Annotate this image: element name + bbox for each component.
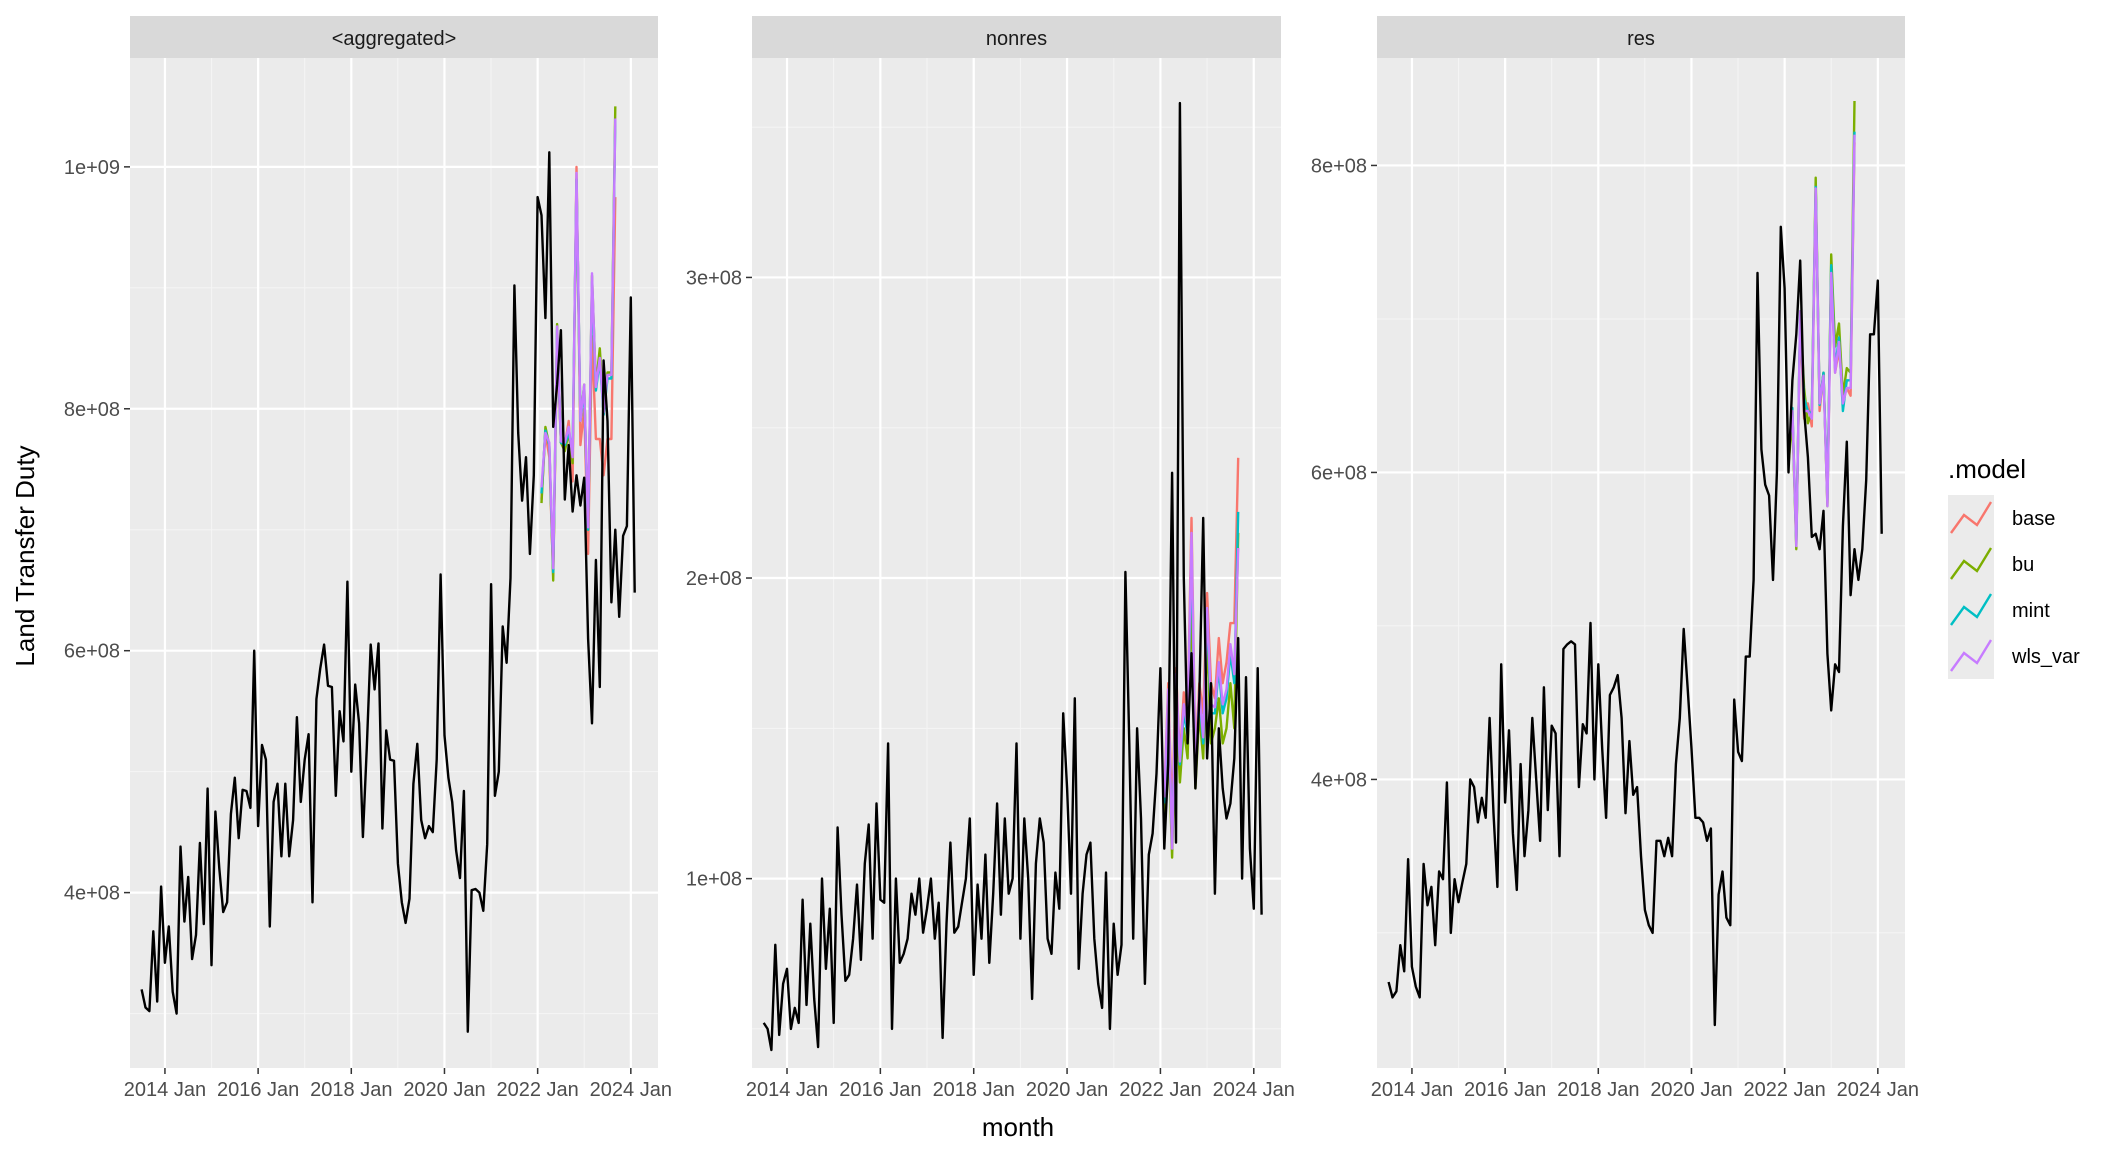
x-tick-label: 2024 Jan — [590, 1079, 672, 1101]
x-tick-label: 2014 Jan — [746, 1079, 828, 1101]
facet-title: res — [1627, 28, 1655, 50]
data-layer — [140, 106, 636, 1033]
panel-background — [130, 58, 658, 1068]
facet-title: nonres — [986, 28, 1047, 50]
legend-item-bu: bu — [1948, 541, 2034, 587]
legend-item-wls_var: wls_var — [1948, 633, 2080, 679]
x-tick-label: 2022 Jan — [496, 1079, 578, 1101]
legend-item-base: base — [1948, 495, 2055, 541]
legend-key-line — [1950, 639, 1993, 672]
x-tick-label: 2020 Jan — [1026, 1079, 1108, 1101]
legend-key-background — [1948, 495, 1994, 541]
series-line-wls_var — [1787, 134, 1856, 548]
y-tick-label: 4e+08 — [1311, 769, 1367, 791]
legend-label: bu — [2012, 554, 2034, 576]
legend-item-mint: mint — [1948, 587, 2050, 633]
y-tick-label: 8e+08 — [1311, 155, 1367, 177]
y-tick-label: 6e+08 — [1311, 462, 1367, 484]
facet-title: <aggregated> — [332, 28, 457, 50]
legend-label: wls_var — [2011, 646, 2080, 668]
x-tick-label: 2016 Jan — [1464, 1079, 1546, 1101]
y-tick-label: 6e+08 — [64, 641, 120, 663]
x-tick-label: 2018 Jan — [1557, 1079, 1639, 1101]
legend-key-background — [1948, 633, 1994, 679]
y-axis-title: Land Transfer Duty — [10, 445, 40, 666]
series-line-actual — [762, 101, 1263, 1052]
x-tick-label: 2014 Jan — [1371, 1079, 1453, 1101]
legend-key-line — [1950, 593, 1993, 626]
legend-label: mint — [2012, 600, 2050, 622]
legend-key-line — [1950, 547, 1993, 580]
y-tick-label: 8e+08 — [64, 399, 120, 421]
x-tick-label: 2018 Jan — [310, 1079, 392, 1101]
panel-2: res 4e+08 6e+08 8e+08 2014 Jan 2016 Jan 2018 J… — [1311, 16, 1919, 1101]
y-tick-label: 2e+08 — [686, 568, 742, 590]
y-tick-label: 1e+09 — [64, 157, 120, 179]
data-layer — [762, 101, 1263, 1052]
legend-key-line — [1950, 501, 1993, 534]
legend-key-background — [1948, 541, 1994, 587]
facet-strip — [1377, 16, 1905, 58]
legend-key-background — [1948, 587, 1994, 633]
y-tick-label: 1e+08 — [686, 869, 742, 891]
x-tick-label: 2022 Jan — [1743, 1079, 1825, 1101]
legend-label: base — [2012, 508, 2055, 530]
y-tick-label: 4e+08 — [64, 883, 120, 905]
panel-0: <aggregated> 4e+08 6e+08 8e+08 1e+09 2014 Jan… — [64, 16, 672, 1101]
series-line-actual — [1387, 225, 1883, 1027]
y-tick-label: 3e+08 — [686, 267, 742, 289]
x-tick-label: 2016 Jan — [217, 1079, 299, 1101]
x-tick-label: 2024 Jan — [1837, 1079, 1919, 1101]
facet-strip — [752, 16, 1281, 58]
legend: .model base bu mint wls_var — [1948, 454, 2080, 679]
x-tick-label: 2024 Jan — [1213, 1079, 1295, 1101]
series-line-actual — [140, 151, 636, 1033]
x-axis-title: month — [982, 1112, 1054, 1142]
x-tick-label: 2016 Jan — [839, 1079, 921, 1101]
legend-title: .model — [1948, 454, 2026, 484]
x-tick-label: 2020 Jan — [403, 1079, 485, 1101]
x-tick-label: 2018 Jan — [933, 1079, 1015, 1101]
x-tick-label: 2022 Jan — [1119, 1079, 1201, 1101]
panel-1: nonres 1e+08 2e+08 3e+08 2014 Jan 2016 Jan 201… — [686, 16, 1295, 1101]
facet-strip — [130, 16, 658, 58]
x-tick-label: 2014 Jan — [124, 1079, 206, 1101]
x-tick-label: 2020 Jan — [1650, 1079, 1732, 1101]
data-layer — [1387, 100, 1883, 1027]
